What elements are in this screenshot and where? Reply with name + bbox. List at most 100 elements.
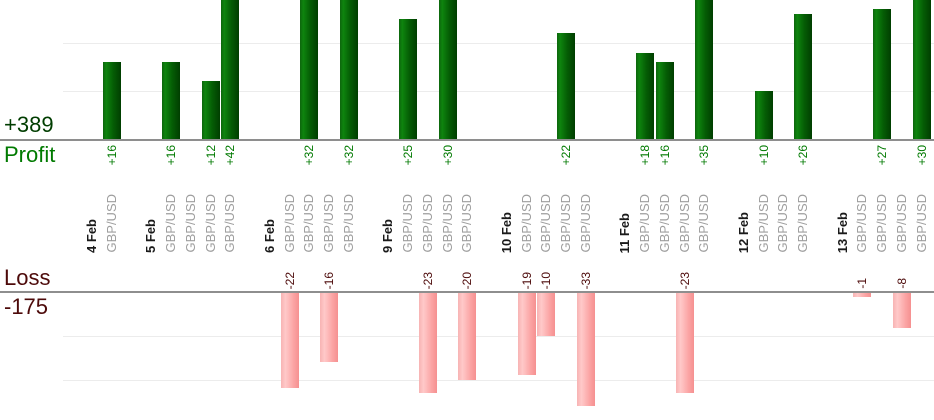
profit-bar [103,62,121,139]
profit-bar [221,0,239,139]
loss-value-label: -23 [678,271,692,289]
loss-bar [458,293,476,380]
instrument-label: GBP/USD [459,194,474,253]
instrument-label: GBP/USD [163,194,178,253]
profit-value-label: +32 [342,145,356,166]
loss-bar [676,293,694,393]
instrument-label: GBP/USD [183,194,198,253]
instrument-label: GBP/USD [420,194,435,253]
profit-value-label: +26 [796,145,810,166]
profit-bar [636,53,654,139]
date-label: 4 Feb [84,219,99,253]
instrument-label: GBP/USD [341,194,356,253]
profit-bar [913,0,931,139]
profit-bar [340,0,358,139]
profit-bar [300,0,318,139]
profit-bar [557,33,575,139]
loss-value-label: -20 [460,271,474,289]
profit-bar [202,81,220,139]
instrument-label: GBP/USD [519,194,534,253]
loss-value-label: -22 [283,271,297,289]
loss-gridline [63,380,934,381]
instrument-label: GBP/USD [756,194,771,253]
instrument-label: GBP/USD [440,194,455,253]
loss-bar [893,293,911,328]
instrument-label: GBP/USD [696,194,711,253]
profit-value-label: +30 [441,145,455,166]
date-label: 12 Feb [736,211,751,253]
loss-total: -175 [4,294,49,319]
loss-plot-area [0,293,934,406]
date-label: 11 Feb [617,212,632,253]
profit-value-label: +35 [697,145,711,166]
instrument-label: GBP/USD [321,194,336,253]
profit-section-label: Profit [4,142,56,167]
instrument-label: GBP/USD [894,194,909,253]
profit-bar [695,0,713,139]
profit-value-label: +30 [915,145,929,166]
loss-value-label: -16 [322,271,336,289]
instrument-label: GBP/USD [104,194,119,253]
profit-bar [399,19,417,139]
instrument-label: GBP/USD [854,194,869,253]
date-label: 9 Feb [380,219,395,253]
profit-value-label: +18 [638,145,652,166]
profit-total: +389 [4,112,54,137]
loss-gridline [63,336,934,337]
instrument-label: GBP/USD [203,194,218,253]
date-label: 10 Feb [499,211,514,253]
loss-value-label: -8 [895,278,909,289]
loss-section-label: Loss [4,265,51,290]
profit-bar [794,14,812,139]
instrument-label: GBP/USD [914,194,929,253]
loss-bar [577,293,595,406]
loss-bar [518,293,536,375]
profit-value-label: +16 [658,145,672,166]
instrument-label: GBP/USD [795,194,810,253]
profit-value-label: +32 [302,145,316,166]
loss-bar [537,293,555,336]
instrument-label: GBP/USD [657,194,672,253]
loss-value-label: -10 [539,271,553,289]
loss-bar [419,293,437,393]
profit-bar [439,0,457,139]
instrument-label: GBP/USD [677,194,692,253]
profit-value-label: +12 [204,145,218,166]
instrument-label: GBP/USD [400,194,415,253]
profit-value-label: +42 [223,145,237,166]
instrument-label: GBP/USD [558,194,573,253]
profit-value-label: +25 [401,145,415,166]
instrument-label: GBP/USD [775,194,790,253]
profit-value-label: +27 [875,145,889,166]
loss-bar [281,293,299,388]
profit-value-label: +22 [559,145,573,166]
loss-value-label: -23 [421,271,435,289]
loss-bar [320,293,338,362]
date-label: 13 Feb [835,211,850,253]
instrument-label: GBP/USD [222,194,237,253]
date-label: 6 Feb [262,219,277,253]
profit-bar [755,91,773,139]
loss-value-label: -19 [520,271,534,289]
instrument-label: GBP/USD [578,194,593,253]
profit-value-label: +10 [757,145,771,166]
instrument-label: GBP/USD [538,194,553,253]
profit-value-label: +16 [164,145,178,166]
instrument-label: GBP/USD [637,194,652,253]
loss-value-label: -1 [855,278,869,289]
loss-value-label: -33 [579,271,593,289]
profit-plot-area [0,0,934,139]
loss-baseline [0,291,934,293]
profit-value-label: +16 [105,145,119,166]
instrument-label: GBP/USD [301,194,316,253]
profit-baseline [0,139,934,141]
profit-bar [162,62,180,139]
instrument-label: GBP/USD [282,194,297,253]
profit-gridline [63,43,934,44]
profit-bar [873,9,891,139]
profit-gridline [63,91,934,92]
profit-bar [656,62,674,139]
instrument-label: GBP/USD [874,194,889,253]
loss-bar [853,293,871,297]
